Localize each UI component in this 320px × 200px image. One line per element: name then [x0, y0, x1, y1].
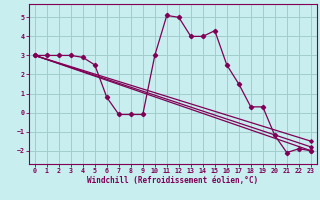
X-axis label: Windchill (Refroidissement éolien,°C): Windchill (Refroidissement éolien,°C): [87, 176, 258, 185]
